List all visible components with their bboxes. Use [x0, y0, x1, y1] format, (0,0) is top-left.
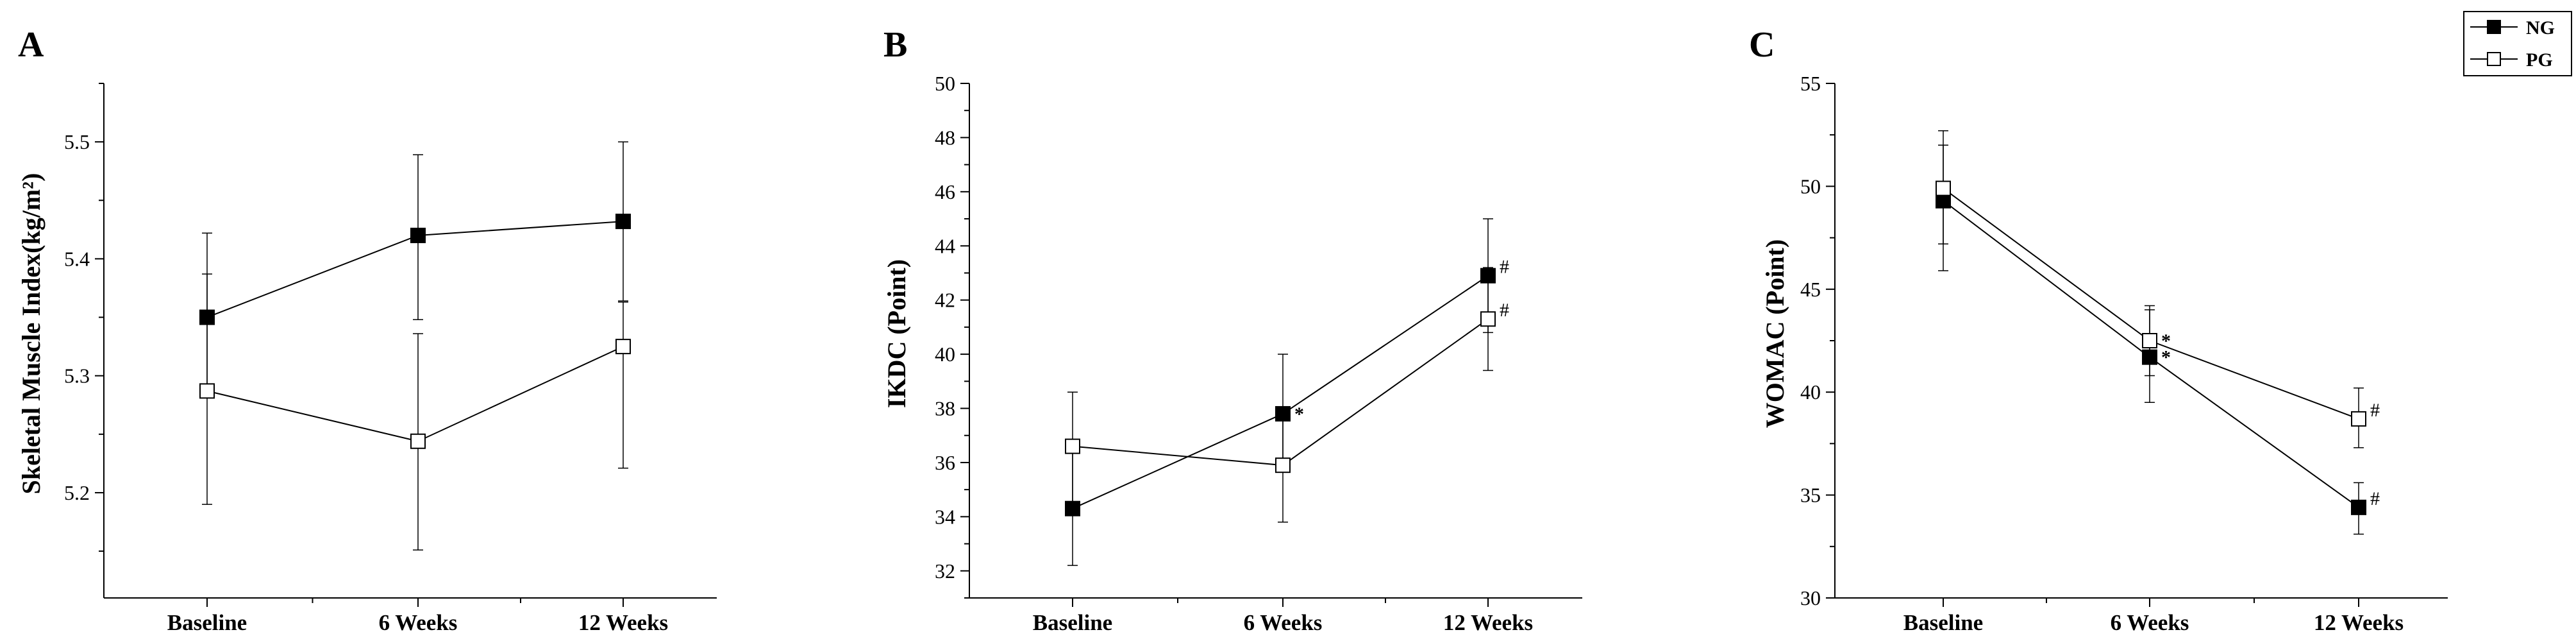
panel-b-y-axis-label: IKDC (Point): [882, 259, 911, 408]
panel-c-pg-point: [1936, 180, 1951, 196]
panel-b-y-tick-label: 38: [935, 397, 955, 420]
panel-c-y-tick-label: 55: [1800, 72, 1821, 95]
panel-c-pg-line: [1943, 187, 2359, 420]
panel-b-pg-point: [1275, 457, 1291, 473]
panel-a-y-tick-label: 5.2: [64, 481, 90, 504]
panel-b-ng-point: [1065, 500, 1080, 516]
panel-a-y-axis-label: Skeletal Muscle Index(kg/m²): [17, 173, 46, 495]
panel-c-axes: 30 35 40 45 50 55 Baseline 6 Weeks 12 Weeks: [1800, 72, 2448, 635]
panel-c-y-axis-label: WOMAC (Point): [1761, 239, 1789, 428]
panel-a-ng-point: [615, 214, 631, 230]
panel-a-x-tick-label: 12 Weeks: [578, 610, 668, 635]
panel-c-ng-point: [2351, 499, 2366, 515]
panel-a-y-tick-label: 5.3: [64, 364, 90, 388]
legend: NG PG: [2463, 11, 2572, 76]
panel-b-ng-point: [1275, 405, 1291, 422]
legend-ng-label: NG: [2526, 17, 2555, 38]
panel-a-pg-point: [615, 339, 631, 355]
panel-b-x-tick-label: 6 Weeks: [1244, 610, 1323, 635]
panel-a-y-tick-label: 5.5: [64, 130, 90, 153]
panel-a-axes: 5.2 5.3 5.4 5.5 Baseline 6 Weeks 12 Weeks: [64, 83, 717, 635]
panel-c-y-tick-label: 35: [1800, 484, 1821, 507]
panel-c-annotation: *: [2161, 347, 2171, 368]
panel-b-ng-point: [1480, 268, 1496, 284]
panel-c-annotation: *: [2161, 330, 2171, 352]
panel-b-y-tick-label: 48: [935, 126, 955, 149]
panel-c-y-tick-label: 40: [1800, 380, 1821, 404]
panel-c-x-tick-label: 6 Weeks: [2111, 610, 2189, 635]
panel-c-x-tick-label: 12 Weeks: [2314, 610, 2404, 635]
panel-b-y-tick-label: 44: [935, 234, 955, 257]
panel-b-pg-point: [1065, 438, 1080, 454]
panel-c-pg-point: [2351, 411, 2366, 427]
panel-c-letter: C: [1749, 25, 1775, 65]
legend-pg-label: PG: [2526, 49, 2553, 71]
panel-a-ng-point: [410, 227, 426, 243]
panel-b-pg-line: [1072, 318, 1489, 466]
panel-c-x-tick-label: Baseline: [1903, 610, 1983, 635]
panel-b-x-tick-label: Baseline: [1033, 610, 1112, 635]
panel-b-x-tick-label: 12 Weeks: [1443, 610, 1533, 635]
legend-box: [2463, 11, 2572, 76]
panel-a-x-tick-label: 6 Weeks: [379, 610, 458, 635]
panel-b-y-tick-label: 36: [935, 451, 955, 474]
panel-a: A Skeletal Muscle Index(kg/m²) 5.2 5.3 5.4…: [17, 25, 717, 635]
panel-b-annotation: *: [1294, 404, 1304, 425]
legend-pg-marker: [2487, 52, 2501, 66]
panel-b-ng-line: [1072, 275, 1489, 509]
panel-b-letter: B: [883, 25, 907, 65]
panel-c-pg-point: [2142, 333, 2157, 348]
panel-b-y-tick-label: 42: [935, 289, 955, 312]
panel-c-y-tick-label: 30: [1800, 586, 1821, 609]
panel-a-pg-line: [206, 346, 624, 442]
panel-b-pg-point: [1480, 311, 1496, 327]
panel-c-y-tick-label: 50: [1800, 175, 1821, 198]
panel-b-axes: 32 34 36 38 40 42 44 46 48 50 Baseline 6 Weeks 12 We…: [935, 72, 1582, 635]
panel-a-pg-point: [199, 383, 215, 399]
panel-a-ng-point: [199, 309, 215, 325]
panel-a-y-tick-label: 5.4: [64, 247, 90, 270]
panel-a-letter: A: [18, 25, 44, 65]
panel-a-x-tick-label: Baseline: [167, 610, 247, 635]
panel-c-marks: ** # #: [1936, 130, 2380, 535]
panel-c-annotation: #: [2370, 400, 2380, 421]
panel-b-y-tick-label: 46: [935, 180, 955, 203]
panel-c: C WOMAC (Point) 30 35 40 45 50 55 Baseline 6 We…: [1749, 25, 2448, 635]
panel-c-y-tick-label: 45: [1800, 278, 1821, 301]
panel-a-pg-point: [410, 433, 426, 449]
panel-b-y-tick-label: 34: [935, 505, 955, 528]
panel-b-y-tick-label: 32: [935, 559, 955, 583]
panel-c-ng-point: [2142, 349, 2157, 365]
panel-b-y-tick-label: 40: [935, 343, 955, 366]
panel-c-annotation: #: [2370, 488, 2380, 509]
legend-ng-marker: [2487, 20, 2501, 34]
panel-b-annotation: #: [1500, 300, 1509, 321]
panel-a-marks: [199, 141, 631, 551]
panel-b-annotation: #: [1500, 257, 1509, 278]
panel-b: B IKDC (Point) 32 34 36 38 40 42 44 46 48 50 Basel…: [882, 25, 1582, 635]
panel-b-marks: * # #: [1065, 218, 1509, 567]
panel-b-y-tick-label: 50: [935, 72, 955, 95]
